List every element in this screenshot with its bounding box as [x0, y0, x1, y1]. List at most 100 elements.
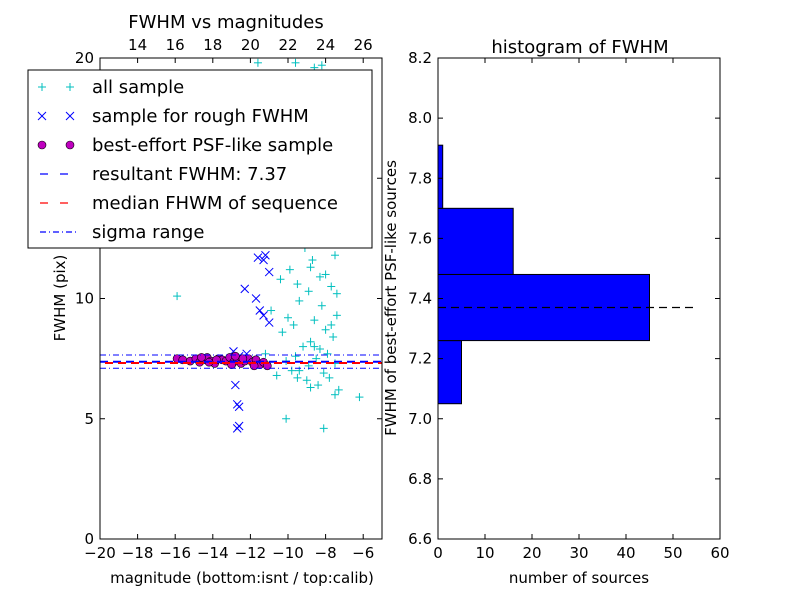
cross-stroke [251, 294, 261, 303]
rough-sample-point [264, 267, 274, 277]
all-sample-point [312, 354, 321, 363]
psf-sample-point [197, 353, 206, 362]
y-tick-label: 7.4 [408, 290, 432, 308]
cross-stroke [234, 421, 244, 431]
x-tick-label: −16 [159, 544, 191, 562]
all-sample-point [291, 352, 300, 361]
cross-stroke [259, 310, 268, 320]
rough-sample-point [264, 318, 274, 327]
cross-stroke [37, 111, 47, 121]
all-sample-point [299, 342, 308, 351]
rough-sample-point [259, 255, 268, 265]
all-sample-point [253, 58, 262, 67]
all-sample-point [315, 345, 324, 354]
all-sample-point [314, 381, 323, 390]
scatter-legend: all sample sample for rough FWHM best-ef… [27, 69, 373, 249]
top-tick-label: 26 [354, 36, 373, 54]
rough-sample-point [261, 250, 270, 260]
top-tick-label: 22 [278, 36, 297, 54]
all-sample-point [310, 342, 319, 351]
x-tick-label: 40 [616, 544, 635, 562]
x-tick-label: −10 [272, 544, 304, 562]
cross-stroke [264, 318, 274, 327]
all-sample-point [321, 325, 330, 334]
cross-stroke [234, 402, 244, 412]
y-tick-label: 0 [84, 530, 94, 548]
cross-stroke [264, 267, 274, 277]
legend-label-resultant-fwhm: resultant FWHM: 7.37 [92, 164, 287, 185]
rough-sample-point [253, 253, 263, 262]
histogram-x-ticks: 0 10 20 30 40 50 60 [433, 58, 730, 562]
x-tick-label: 10 [475, 544, 494, 562]
top-tick-label: 20 [241, 36, 260, 54]
all-sample-point [306, 263, 315, 272]
all-sample-point [282, 414, 291, 423]
all-sample-point [289, 320, 298, 329]
all-sample-point [276, 275, 285, 284]
y-tick-label: 6.8 [408, 470, 432, 488]
psf-sample-point [231, 351, 240, 361]
rough-sample-point [234, 421, 244, 431]
cross-stroke [259, 255, 268, 265]
all-sample-point [331, 390, 339, 399]
all-sample-point [272, 371, 281, 380]
all-sample-point [331, 251, 339, 260]
rough-sample-point [255, 306, 265, 315]
scatter-x-label: magnitude (bottom:isnt / top:calib) [110, 569, 374, 587]
rough-sample-point [259, 310, 268, 320]
x-tick-label: 0 [433, 544, 443, 562]
y-tick-label: 8.0 [408, 109, 432, 127]
legend-label-median-fwhm: median FHWM of sequence [92, 193, 338, 214]
all-sample-point [291, 58, 300, 67]
y-tick-label: 7.2 [408, 350, 432, 368]
rough-sample-point [251, 294, 261, 303]
legend-symbol-all-sample [66, 83, 74, 91]
all-sample-point [315, 272, 324, 281]
y-tick-label: 6.6 [408, 530, 432, 548]
cross-stroke [253, 253, 263, 262]
x-tick-label: 60 [710, 544, 729, 562]
scatter-panel: FWHM vs magnitudes −20 −18 −16 −14 −12 −10 −8−… [27, 12, 383, 587]
histogram-panel: histogram of FWHM 0 10 20 30 40 50 60 6.6 6.8 7.… [382, 37, 730, 587]
x-tick-label: −14 [197, 544, 229, 562]
y-tick-label: 8.2 [408, 49, 432, 67]
all-sample-point [310, 316, 319, 325]
x-tick-label: −12 [235, 544, 267, 562]
y-tick-label: 20 [75, 49, 94, 67]
scatter-y-label: FWHM (pix) [51, 255, 69, 342]
legend-symbols [37, 83, 76, 233]
y-tick-label: 10 [75, 290, 94, 308]
x-tick-label: 20 [522, 544, 541, 562]
all-sample-point [317, 61, 326, 70]
all-sample-point [284, 313, 292, 322]
all-sample-point [327, 282, 336, 291]
x-tick-label: −8 [315, 544, 337, 562]
x-tick-label: 50 [663, 544, 682, 562]
legend-label-all-sample: all sample [92, 77, 184, 98]
all-sample-point [173, 292, 182, 301]
y-tick-label: 7.0 [408, 410, 432, 428]
all-sample-point [355, 393, 364, 402]
x-tick-label: 30 [569, 544, 588, 562]
legend-label-sigma-range: sigma range [92, 222, 204, 243]
all-sample-point [332, 289, 341, 298]
all-sample-point [319, 424, 328, 433]
cross-stroke [231, 380, 240, 390]
legend-symbol-psf-sample [37, 140, 47, 150]
histogram-bar [437, 207, 514, 275]
legend-label-rough-sample: sample for rough FWHM [92, 106, 309, 127]
histogram-x-label: number of sources [509, 569, 649, 587]
all-sample-point [332, 311, 341, 320]
legend-symbol-rough-sample [37, 111, 47, 121]
all-sample-point [261, 349, 270, 358]
top-tick-label: 18 [203, 36, 222, 54]
cross-stroke [261, 250, 270, 260]
histogram-y-label: FWHM of best-effort PSF-like sources [382, 160, 400, 436]
x-tick-label: −20 [84, 544, 116, 562]
histogram-bar [437, 144, 444, 209]
histogram-bar [437, 340, 462, 405]
y-tick-label: 7.8 [408, 169, 432, 187]
all-sample-point [302, 376, 311, 385]
all-sample-point [334, 385, 343, 394]
